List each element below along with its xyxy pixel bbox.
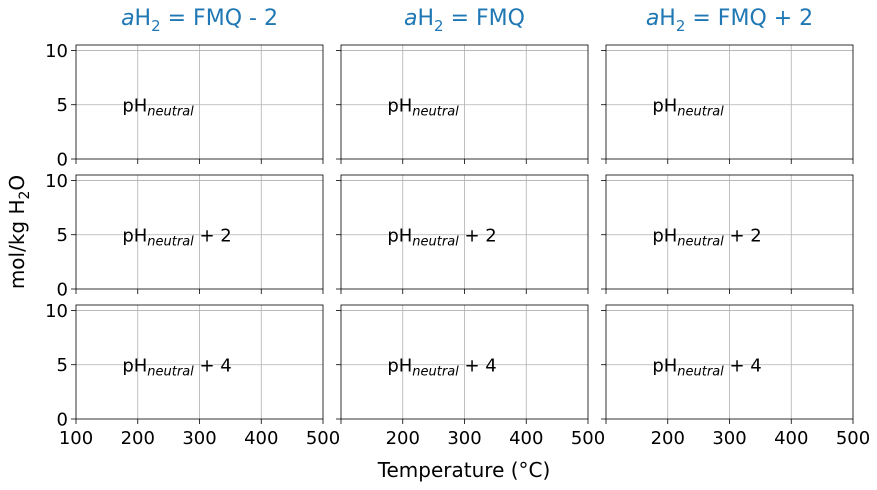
- annotation-tail: + 4: [194, 356, 232, 377]
- annotation-main: pH: [122, 226, 147, 247]
- title-tail: = FMQ - 2: [161, 6, 278, 31]
- x-tick-label: 200: [121, 428, 155, 449]
- y-tick-label: 5: [57, 95, 68, 116]
- subplot-r2-c2: pHneutral + 2: [336, 174, 589, 294]
- annotation-main: pH: [387, 356, 412, 377]
- subplot-r2-c1: 0 5 10 pHneutral + 2: [45, 171, 324, 301]
- title-tail: = FMQ + 2: [685, 6, 813, 31]
- annotation-tail: + 4: [459, 356, 497, 377]
- column-title-2: aH2 = FMQ: [404, 6, 525, 35]
- subplot-r3-c1: 100 200 300 400 500 0 5 10 pHneutral + 4: [45, 301, 340, 449]
- subplot-r2-c3: pHneutral + 2: [601, 174, 854, 294]
- row-annotation: pHneutral + 2: [652, 226, 761, 250]
- title-italic: a: [404, 6, 417, 31]
- row-annotation: pHneutral: [122, 96, 194, 120]
- x-tick-label: 400: [509, 428, 543, 449]
- ylabel-subscript: 2: [17, 191, 33, 200]
- column-title-1: aH2 = FMQ - 2: [121, 6, 278, 35]
- y-tick-label: 10: [45, 301, 68, 322]
- row-annotation: pHneutral: [387, 96, 459, 120]
- annotation-subscript: neutral: [677, 365, 724, 380]
- x-tick-label: 400: [244, 428, 278, 449]
- title-main: H: [418, 6, 435, 31]
- annotation-tail: + 2: [724, 226, 762, 247]
- annotation-main: pH: [122, 356, 147, 377]
- annotation-main: pH: [652, 96, 677, 117]
- title-subscript: 2: [676, 17, 686, 35]
- title-tail: = FMQ: [444, 6, 525, 31]
- subplot-r3-c2: 200 300 400 500 pHneutral + 4: [336, 304, 605, 449]
- annotation-subscript: neutral: [412, 365, 459, 380]
- annotation-main: pH: [652, 356, 677, 377]
- annotation-main: pH: [387, 226, 412, 247]
- annotation-main: pH: [387, 96, 412, 117]
- row-annotation: pHneutral + 4: [387, 356, 496, 380]
- annotation-subscript: neutral: [412, 105, 459, 120]
- annotation-subscript: neutral: [147, 105, 194, 120]
- ylabel-main: mol/kg H: [5, 199, 29, 289]
- subplot-r1-c2: pHneutral: [336, 44, 589, 164]
- annotation-subscript: neutral: [147, 365, 194, 380]
- title-italic: a: [646, 6, 659, 31]
- annotation-tail: + 4: [724, 356, 762, 377]
- y-tick-label: 0: [57, 410, 68, 431]
- x-tick-label: 500: [836, 428, 870, 449]
- x-axis-label: Temperature (°C): [377, 458, 551, 482]
- y-tick-label: 0: [57, 280, 68, 301]
- column-title-3: aH2 = FMQ + 2: [646, 6, 813, 35]
- x-tick-label: 500: [571, 428, 605, 449]
- title-subscript: 2: [151, 17, 161, 35]
- ylabel-tail: O: [5, 175, 29, 191]
- title-subscript: 2: [434, 17, 444, 35]
- x-tick-label: 300: [182, 428, 216, 449]
- row-annotation: pHneutral + 4: [122, 356, 231, 380]
- x-tick-label: 300: [447, 428, 481, 449]
- y-tick-label: 5: [57, 225, 68, 246]
- annotation-tail: + 2: [459, 226, 497, 247]
- row-annotation: pHneutral + 4: [652, 356, 761, 380]
- subplot-r3-c3: 200 300 400 500 pHneutral + 4: [601, 304, 870, 449]
- title-main: H: [135, 6, 152, 31]
- y-tick-label: 5: [57, 355, 68, 376]
- y-tick-label: 0: [57, 150, 68, 171]
- x-tick-label: 300: [712, 428, 746, 449]
- x-tick-label: 400: [774, 428, 808, 449]
- row-annotation: pHneutral: [652, 96, 724, 120]
- y-axis-label: mol/kg H2O: [5, 175, 33, 289]
- row-annotation: pHneutral + 2: [122, 226, 231, 250]
- annotation-tail: + 2: [194, 226, 232, 247]
- annotation-subscript: neutral: [147, 235, 194, 250]
- subplot-r1-c1: 0 5 10 pHneutral: [45, 41, 324, 171]
- x-tick-label: 500: [306, 428, 340, 449]
- annotation-subscript: neutral: [677, 105, 724, 120]
- row-annotation: pHneutral + 2: [387, 226, 496, 250]
- y-tick-label: 10: [45, 41, 68, 62]
- annotation-subscript: neutral: [677, 235, 724, 250]
- x-tick-label: 200: [651, 428, 685, 449]
- annotation-main: pH: [652, 226, 677, 247]
- y-tick-label: 10: [45, 171, 68, 192]
- x-tick-label: 200: [386, 428, 420, 449]
- title-main: H: [659, 6, 676, 31]
- annotation-subscript: neutral: [412, 235, 459, 250]
- annotation-main: pH: [122, 96, 147, 117]
- title-italic: a: [121, 6, 134, 31]
- subplot-r1-c3: pHneutral: [601, 44, 854, 164]
- x-tick-label: 100: [59, 428, 93, 449]
